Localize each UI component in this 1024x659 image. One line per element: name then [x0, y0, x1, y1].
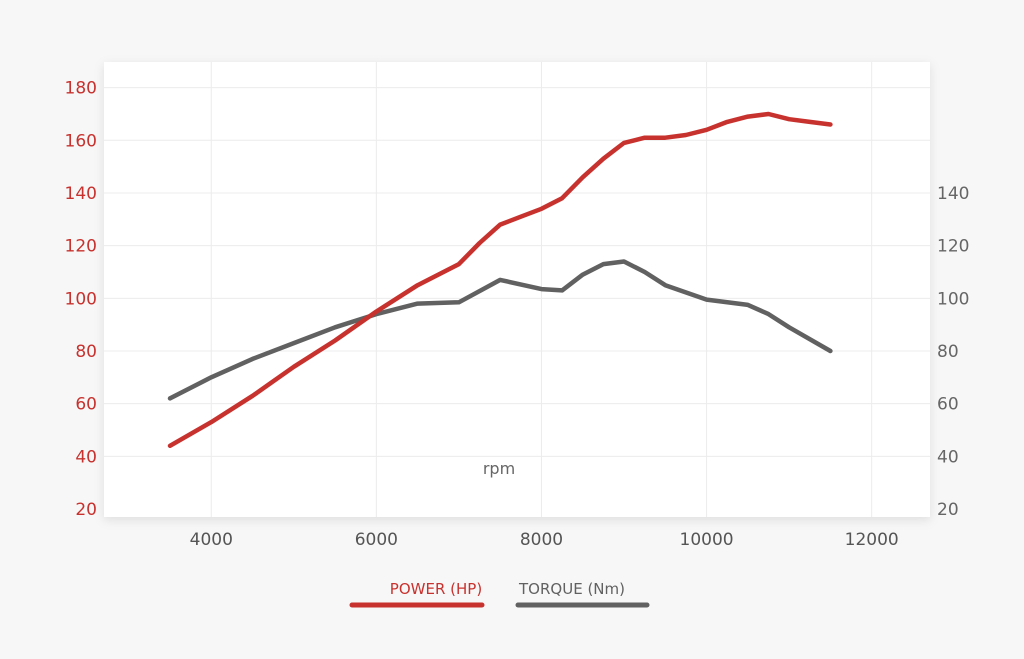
plot-panel	[104, 62, 930, 517]
legend-item-torque[interactable]: TORQUE (Nm)	[515, 580, 650, 608]
right-tick-label: 60	[937, 395, 959, 415]
x-axis-label: rpm	[483, 459, 515, 478]
x-tick-label: 12000	[845, 530, 899, 550]
legend: POWER (HP) TORQUE (Nm)	[349, 580, 650, 608]
x-tick-label: 10000	[680, 530, 734, 550]
left-tick-label: 100	[65, 289, 97, 309]
x-axis-ticks: 4000 6000 8000 10000 12000	[190, 530, 899, 550]
series-layer	[167, 111, 833, 449]
right-tick-label: 100	[937, 289, 969, 309]
torque-line	[167, 259, 833, 401]
left-axis-ticks: 20 40 60 80 100 120 140 160 180	[65, 79, 97, 520]
x-tick-label: 6000	[355, 530, 398, 550]
right-tick-label: 80	[937, 342, 959, 362]
left-tick-label: 60	[75, 395, 97, 415]
left-tick-label: 120	[65, 237, 97, 257]
x-tick-label: 4000	[190, 530, 233, 550]
left-tick-label: 180	[65, 79, 97, 99]
power-line	[167, 111, 833, 449]
right-tick-label: 40	[937, 447, 959, 467]
right-tick-label: 20	[937, 500, 959, 520]
legend-item-power[interactable]: POWER (HP)	[349, 580, 485, 608]
legend-label-power: POWER (HP)	[390, 580, 482, 598]
left-tick-label: 20	[75, 500, 97, 520]
right-axis-ticks: 20 40 60 80 100 120 140	[937, 184, 969, 520]
right-tick-label: 120	[937, 237, 969, 257]
x-tick-label: 8000	[520, 530, 563, 550]
left-tick-label: 40	[75, 447, 97, 467]
left-tick-label: 140	[65, 184, 97, 204]
left-tick-label: 80	[75, 342, 97, 362]
legend-label-torque: TORQUE (Nm)	[518, 580, 625, 598]
left-tick-label: 160	[65, 131, 97, 151]
right-tick-label: 140	[937, 184, 969, 204]
